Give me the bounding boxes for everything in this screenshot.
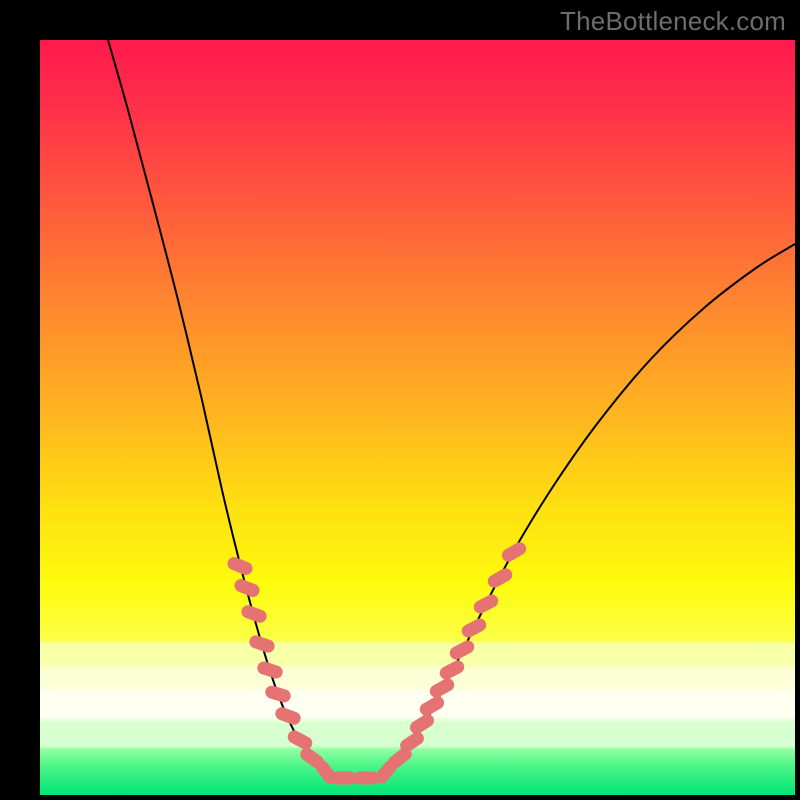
chart-svg [0, 0, 800, 800]
marker-pill [353, 772, 379, 785]
gradient-background [40, 40, 795, 795]
bottleneck-chart: TheBottleneck.com [0, 0, 800, 800]
